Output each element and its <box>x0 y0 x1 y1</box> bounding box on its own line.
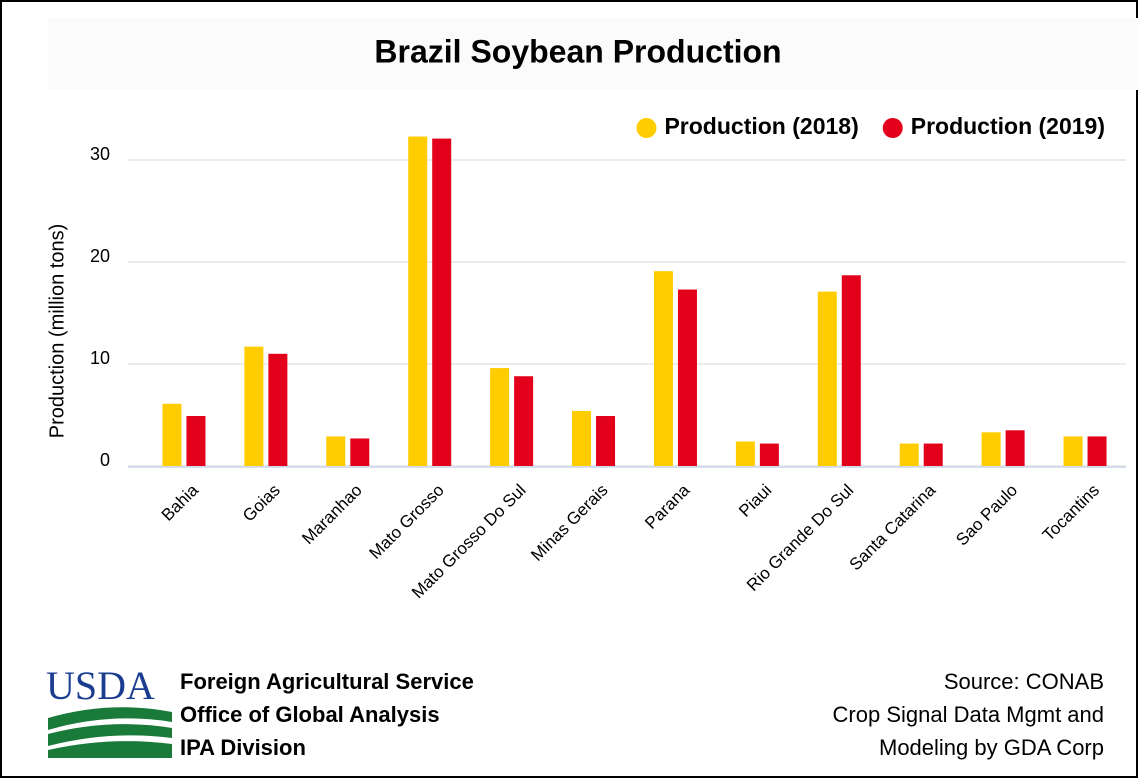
y-tick-label: 10 <box>90 348 110 368</box>
bar <box>432 138 452 466</box>
bar <box>268 353 288 466</box>
bar <box>677 289 697 466</box>
y-tick-label: 0 <box>100 450 110 470</box>
bar <box>244 346 264 466</box>
bar <box>1005 430 1025 466</box>
logo-stripe <box>48 724 172 746</box>
footer-agency: Foreign Agricultural Service <box>180 669 474 694</box>
bar <box>981 432 1001 466</box>
logo-text: USDA <box>46 663 155 708</box>
bar <box>350 438 370 466</box>
title-box <box>48 18 1138 90</box>
bar <box>817 291 837 466</box>
bar <box>923 443 943 466</box>
footer-source: Source: CONAB <box>944 669 1104 694</box>
legend-swatch <box>636 118 657 138</box>
legend-label: Production (2018) <box>664 113 858 139</box>
chart-title: Brazil Soybean Production <box>374 33 781 69</box>
bar <box>490 368 510 466</box>
bar <box>572 410 592 466</box>
bar <box>162 403 182 466</box>
bar <box>186 416 206 466</box>
bar <box>408 136 428 467</box>
footer-agency: Office of Global Analysis <box>180 702 440 727</box>
bar <box>759 443 779 466</box>
y-tick-label: 20 <box>90 246 110 266</box>
legend-label: Production (2019) <box>911 113 1105 139</box>
bar <box>899 443 919 466</box>
bar <box>326 436 346 466</box>
footer-agency: IPA Division <box>180 735 306 760</box>
footer-source: Crop Signal Data Mgmt and <box>833 702 1104 727</box>
bar <box>596 416 616 466</box>
legend-swatch <box>882 118 903 138</box>
logo-stripe <box>48 707 172 730</box>
y-axis-label: Production (million tons) <box>46 224 68 439</box>
logo-stripe <box>48 741 172 758</box>
bar <box>1063 436 1083 466</box>
bar <box>653 271 673 466</box>
bar <box>1087 436 1107 466</box>
bar <box>735 441 755 466</box>
bar <box>514 376 534 466</box>
y-tick-label: 30 <box>90 144 110 164</box>
bar <box>841 275 861 466</box>
footer-source: Modeling by GDA Corp <box>879 735 1104 760</box>
usda-logo: USDA <box>46 663 172 758</box>
